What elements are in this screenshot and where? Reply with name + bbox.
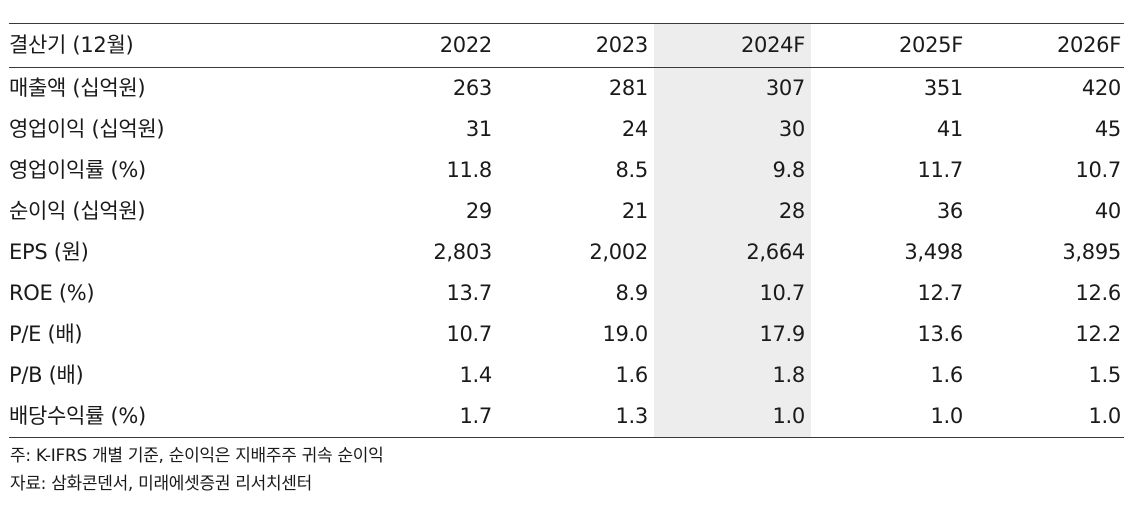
table-row: P/E (배) 10.7 19.0 17.9 13.6 12.2	[9, 314, 1124, 355]
table-cell: 40	[1094, 199, 1121, 223]
source-note: 자료: 삼화콘덴서, 미래에셋증권 리서치센터	[10, 474, 312, 494]
table-cell: 307	[765, 76, 805, 100]
table-cell: 17.9	[759, 322, 805, 346]
table-cell: 36	[936, 199, 963, 223]
table-cell: 1.8	[772, 363, 806, 387]
table-cell: 31	[465, 117, 492, 141]
row-label: 영업이익률 (%)	[9, 158, 146, 182]
table-cell: 19.0	[602, 322, 648, 346]
header-2024f: 2024F	[651, 23, 808, 68]
table-cell: 41	[936, 117, 963, 141]
table-cell: 12.2	[1075, 322, 1121, 346]
row-label: P/E (배)	[9, 322, 83, 346]
financial-summary-table-container: 결산기 (12월) 2022 2023 2024F 2025F 2026F 매출…	[9, 23, 1124, 438]
table-header-row: 결산기 (12월) 2022 2023 2024F 2025F 2026F	[9, 23, 1124, 68]
row-label: EPS (원)	[9, 240, 89, 264]
table-cell: 1.0	[651, 396, 808, 438]
table-row: 영업이익 (십억원) 31 24 30 41 45	[9, 109, 1124, 150]
table-cell: 263	[452, 76, 492, 100]
table-cell: 1.7	[302, 396, 495, 438]
table-cell: 1.0	[966, 396, 1124, 438]
table-cell: 2,664	[746, 240, 805, 264]
header-fiscal-year: 결산기 (12월)	[9, 23, 302, 68]
header-2025f: 2025F	[808, 23, 966, 68]
table-row: 매출액 (십억원) 263 281 307 351 420	[9, 68, 1124, 110]
table-cell: 24	[621, 117, 648, 141]
table-cell: 29	[465, 199, 492, 223]
table-cell: 10.7	[1075, 158, 1121, 182]
table-cell: 12.7	[917, 281, 963, 305]
table-cell: 3,498	[904, 240, 963, 264]
footnote: 주: K-IFRS 개별 기준, 순이익은 지배주주 귀속 순이익	[10, 446, 384, 466]
row-label: 영업이익 (십억원)	[9, 117, 165, 141]
table-cell: 21	[621, 199, 648, 223]
table-cell: 1.6	[930, 363, 964, 387]
table-cell: 28	[778, 199, 805, 223]
table-cell: 13.7	[446, 281, 492, 305]
table-row: P/B (배) 1.4 1.6 1.8 1.6 1.5	[9, 355, 1124, 396]
table-cell: 420	[1081, 76, 1121, 100]
table-cell: 8.5	[615, 158, 649, 182]
table-cell: 1.0	[808, 396, 966, 438]
row-label: 순이익 (십억원)	[9, 199, 146, 223]
table-cell: 30	[778, 117, 805, 141]
table-cell: 8.9	[615, 281, 649, 305]
table-row: 배당수익률 (%) 1.7 1.3 1.0 1.0 1.0	[9, 396, 1124, 438]
table-cell: 351	[923, 76, 963, 100]
row-label: 매출액 (십억원)	[9, 76, 146, 100]
table-cell: 12.6	[1075, 281, 1121, 305]
financial-summary-table: 결산기 (12월) 2022 2023 2024F 2025F 2026F 매출…	[9, 23, 1124, 438]
header-2022: 2022	[302, 23, 495, 68]
table-row: 영업이익률 (%) 11.8 8.5 9.8 11.7 10.7	[9, 150, 1124, 191]
table-row: 순이익 (십억원) 29 21 28 36 40	[9, 191, 1124, 232]
table-row: ROE (%) 13.7 8.9 10.7 12.7 12.6	[9, 273, 1124, 314]
table-cell: 11.8	[446, 158, 492, 182]
table-cell: 10.7	[446, 322, 492, 346]
table-cell: 1.3	[495, 396, 651, 438]
table-cell: 11.7	[917, 158, 963, 182]
row-label: P/B (배)	[9, 363, 84, 387]
table-cell: 1.6	[615, 363, 649, 387]
header-2023: 2023	[495, 23, 651, 68]
row-label: ROE (%)	[9, 281, 95, 305]
table-cell: 1.5	[1088, 363, 1122, 387]
header-2026f: 2026F	[966, 23, 1124, 68]
table-cell: 2,803	[433, 240, 492, 264]
table-notes: 주: K-IFRS 개별 기준, 순이익은 지배주주 귀속 순이익 자료: 삼화…	[10, 442, 384, 498]
forecast-column-highlight	[654, 23, 811, 437]
row-label: 배당수익률 (%)	[9, 396, 302, 438]
table-cell: 10.7	[759, 281, 805, 305]
table-cell: 1.4	[459, 363, 493, 387]
table-cell: 45	[1094, 117, 1121, 141]
table-cell: 3,895	[1062, 240, 1121, 264]
table-cell: 2,002	[589, 240, 648, 264]
table-cell: 9.8	[772, 158, 806, 182]
table-cell: 281	[608, 76, 648, 100]
table-cell: 13.6	[917, 322, 963, 346]
table-row: EPS (원) 2,803 2,002 2,664 3,498 3,895	[9, 232, 1124, 273]
